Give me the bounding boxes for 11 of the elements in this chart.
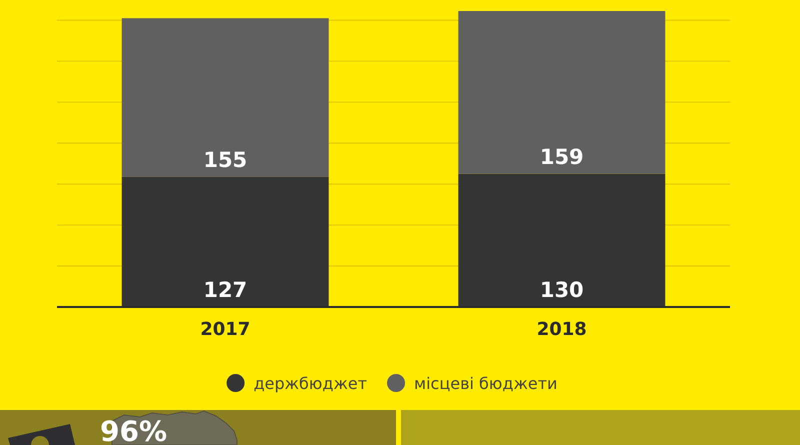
- data-label: 130: [540, 278, 584, 302]
- data-label: 159: [540, 144, 584, 169]
- data-label: 155: [203, 148, 248, 172]
- x-tick-label: 2018: [536, 319, 587, 340]
- bar: [458, 11, 666, 174]
- x-tick-label: 2017: [200, 319, 250, 340]
- legend-label: держбюджет: [254, 374, 368, 393]
- data-label: 127: [203, 278, 248, 302]
- bar: [122, 18, 329, 177]
- legend-label: місцеві бюджети: [414, 374, 558, 393]
- text: 96%: [100, 415, 168, 445]
